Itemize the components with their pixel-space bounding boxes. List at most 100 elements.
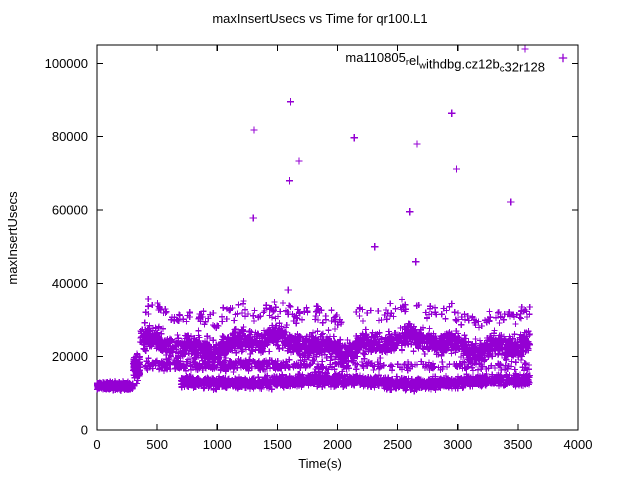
data-point-band (258, 376, 266, 383)
data-point-band (293, 314, 300, 321)
data-point-band (203, 350, 210, 357)
data-point-band (432, 373, 439, 380)
data-point-band (480, 358, 487, 365)
data-point-band (196, 334, 203, 341)
data-point-band (352, 345, 360, 352)
data-point-band (400, 385, 407, 392)
data-point-band (145, 303, 152, 310)
data-point-band (325, 375, 333, 382)
data-point-band (367, 307, 374, 314)
data-point-band (452, 349, 459, 356)
data-point-band (214, 380, 221, 387)
data-point-band (246, 334, 253, 341)
data-point-band (495, 377, 502, 384)
data-point-band (353, 309, 360, 316)
data-point-band (359, 330, 366, 337)
data-point-band (426, 325, 433, 332)
data-point-band (453, 336, 460, 343)
data-point-band (141, 319, 148, 326)
data-point-band (411, 382, 419, 389)
data-point-band (361, 380, 368, 387)
data-point-band (452, 333, 459, 340)
data-point-band (310, 329, 317, 336)
data-point-band (323, 316, 330, 323)
data-point-band (492, 314, 499, 321)
data-point-band (448, 347, 455, 354)
data-point-band (176, 312, 183, 319)
data-point-band (461, 316, 469, 323)
data-point-band (406, 331, 413, 339)
data-point-band (497, 372, 504, 379)
data-point-band (106, 382, 113, 389)
data-point-band (231, 317, 238, 324)
data-point-band (421, 350, 428, 358)
data-point-band (475, 318, 482, 325)
data-point-band (175, 317, 182, 325)
data-point-band (149, 341, 156, 348)
y-tick-label: 20000 (52, 349, 88, 364)
data-point-band (250, 318, 257, 325)
data-point-band (369, 346, 376, 353)
data-point-band (195, 327, 202, 334)
x-tick-label: 2000 (323, 437, 352, 452)
data-point-band (507, 335, 514, 342)
data-point-band (356, 312, 363, 320)
data-point-band (328, 317, 335, 324)
data-point-band (256, 333, 263, 340)
data-point-band (396, 378, 403, 386)
data-point-band (302, 345, 309, 352)
data-point-band (398, 347, 406, 354)
data-point-band (264, 372, 271, 379)
data-point-band (481, 342, 488, 349)
data-point-band (362, 335, 369, 342)
data-point-band (242, 313, 249, 320)
data-point-band (322, 351, 329, 358)
data-point-band (395, 338, 402, 345)
data-point-band (470, 316, 477, 323)
data-point-band (465, 374, 472, 381)
data-point-band (240, 300, 247, 307)
data-point-band (268, 314, 275, 321)
data-point-band (130, 371, 137, 379)
data-point-band (511, 381, 518, 388)
data-point-band (481, 349, 488, 356)
data-point-band (495, 308, 502, 316)
data-point-band (277, 308, 284, 315)
data-point-band (315, 347, 322, 354)
data-point-band (354, 353, 361, 360)
data-point-band (186, 313, 193, 320)
data-point-band (201, 321, 208, 328)
data-point-band (390, 313, 397, 320)
data-point-band (248, 329, 255, 336)
data-point-band (465, 338, 472, 345)
data-point-band (250, 374, 258, 382)
data-point-band (192, 339, 199, 346)
data-point-band (394, 335, 401, 343)
data-point-band (373, 378, 380, 386)
data-point-band (130, 356, 137, 363)
data-point-band (255, 374, 262, 381)
data-point-band (459, 378, 466, 386)
data-point-band (304, 309, 311, 316)
data-point-band (323, 379, 330, 386)
data-point-band (387, 344, 394, 351)
data-point-band (318, 352, 325, 359)
data-point-band (477, 340, 484, 347)
data-point-band (492, 351, 499, 358)
data-point-band (318, 307, 325, 314)
data-point-band (178, 381, 185, 388)
data-point-band (183, 377, 190, 384)
data-point-band (439, 343, 446, 350)
data-point-band (174, 332, 181, 339)
data-point-band (259, 380, 266, 387)
data-point-band (252, 346, 259, 353)
data-point-band (360, 377, 367, 384)
data-point-band (416, 337, 423, 344)
data-point-band (451, 309, 458, 316)
data-point-band (200, 379, 207, 386)
data-point-band (398, 335, 405, 342)
data-point-band (310, 334, 317, 342)
data-point-band (375, 372, 383, 379)
data-point-band (301, 341, 308, 348)
x-tick-label: 3500 (503, 437, 532, 452)
